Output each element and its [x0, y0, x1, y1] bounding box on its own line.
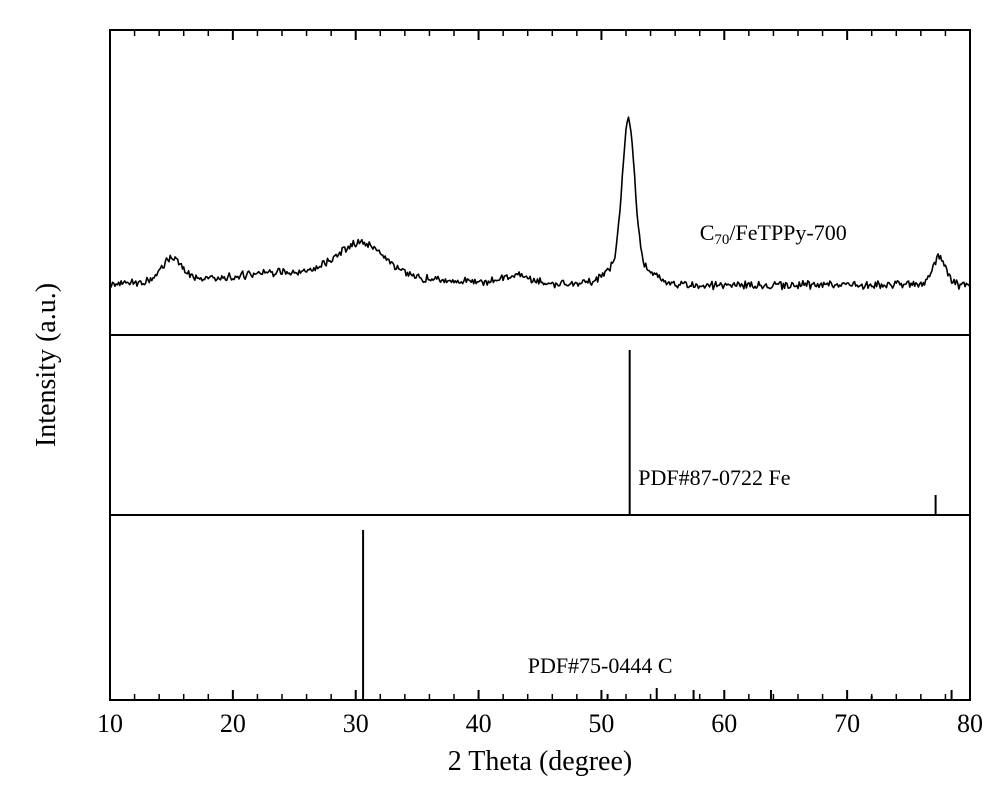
svg-text:50: 50: [588, 709, 614, 738]
svg-text:PDF#87-0722 Fe: PDF#87-0722 Fe: [638, 465, 790, 490]
svg-text:60: 60: [711, 709, 737, 738]
xrd-chart-container: 10 20 30 40 50 60 70 80 2 Theta (degree) Intensit…: [0, 0, 1000, 786]
xrd-chart-svg: 10 20 30 40 50 60 70 80 2 Theta (degree) Intensit…: [0, 0, 1000, 786]
svg-text:Intensity (a.u.): Intensity (a.u.): [31, 283, 62, 447]
svg-text:80: 80: [957, 709, 983, 738]
svg-text:10: 10: [97, 709, 123, 738]
svg-text:2 Theta (degree): 2 Theta (degree): [448, 746, 633, 777]
svg-text:PDF#75-0444 C: PDF#75-0444 C: [528, 653, 673, 678]
svg-text:70: 70: [834, 709, 860, 738]
svg-text:30: 30: [343, 709, 369, 738]
svg-text:C70/FeTPPy-700: C70/FeTPPy-700: [700, 220, 847, 248]
svg-text:20: 20: [220, 709, 246, 738]
svg-text:40: 40: [466, 709, 492, 738]
